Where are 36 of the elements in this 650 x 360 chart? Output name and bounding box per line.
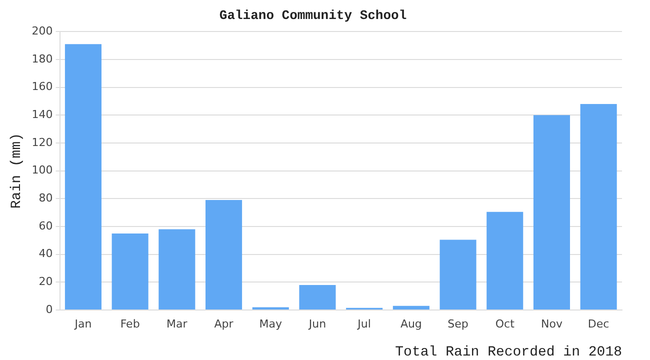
bar (206, 200, 242, 310)
x-tick-label: Jul (356, 317, 371, 330)
y-tick-label: 140 (32, 108, 53, 121)
bar (486, 212, 524, 310)
bar (533, 115, 570, 310)
y-tick-label: 20 (38, 275, 53, 288)
bar (392, 306, 430, 310)
x-tick-label: Dec (588, 317, 610, 330)
x-tick-label: May (259, 317, 282, 330)
y-tick-label: 100 (32, 164, 53, 177)
y-axis-title: Rain (mm) (9, 132, 26, 209)
x-axis-title: Total Rain Recorded in 2018 (395, 344, 622, 360)
bar (112, 233, 148, 310)
bar (299, 284, 336, 310)
y-tick-label: 200 (32, 24, 53, 38)
x-tick-label: Jan (74, 317, 92, 330)
x-tick-label: Apr (214, 317, 234, 330)
x-tick-label: Mar (166, 317, 188, 330)
y-tick-label: 120 (32, 136, 53, 149)
bar (580, 104, 617, 310)
bar (440, 240, 476, 310)
chart-title: Galiano Community School (219, 8, 407, 24)
bar (64, 44, 102, 310)
x-tick-label: Oct (495, 317, 516, 330)
y-tick-label: 40 (38, 247, 53, 260)
y-tick-label: 80 (38, 192, 53, 204)
y-tick-label: 60 (38, 219, 53, 232)
y-tick-label: 180 (32, 52, 53, 66)
x-tick-label: Sep (448, 317, 468, 330)
bar (158, 229, 196, 310)
y-tick-label: 0 (46, 302, 53, 316)
x-tick-label: Aug (400, 317, 422, 330)
x-tick-label: Feb (120, 317, 140, 330)
x-tick-label: Jun (308, 317, 326, 330)
x-tick-label: Nov (540, 317, 563, 330)
y-tick-label: 160 (32, 80, 53, 94)
